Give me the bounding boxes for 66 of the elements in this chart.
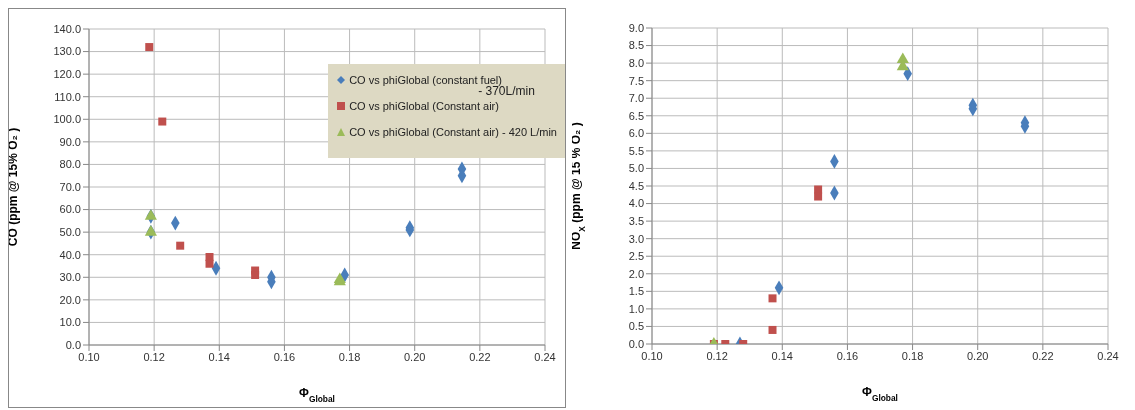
y-tick-label: 110.0 — [54, 90, 81, 103]
x-tick-label: 0.14 — [771, 349, 793, 362]
y-tick-label: 0.0 — [65, 338, 81, 351]
x-tick-label: 0.14 — [208, 350, 230, 363]
x-tick-label: 0.10 — [641, 349, 663, 362]
y-tick-label: 1.0 — [628, 302, 644, 315]
y-tick-label: 6.0 — [628, 127, 644, 140]
y-tick-label: 1.5 — [628, 285, 644, 298]
x-tick-label: 0.12 — [143, 350, 165, 363]
point — [814, 192, 823, 201]
x-tick-label: 0.24 — [1097, 349, 1119, 362]
y-tick-label: 30.0 — [59, 271, 81, 284]
point — [205, 259, 214, 268]
point — [144, 225, 157, 236]
y-tick-label: 6.5 — [628, 109, 644, 122]
y-tick-label: 7.0 — [628, 92, 644, 105]
y-tick-label: 5.5 — [628, 144, 644, 157]
legend-label: CO vs phiGlobal (constant fuel) — [349, 74, 502, 86]
y-tick-label: 90.0 — [59, 135, 81, 148]
y-tick-label: 80.0 — [59, 158, 81, 171]
point — [145, 43, 154, 52]
y-tick-label: 130.0 — [53, 45, 81, 58]
y-tick-label: 3.5 — [628, 215, 644, 228]
y-tick-label: 9.0 — [628, 21, 644, 34]
y-tick-label: 120.0 — [53, 68, 81, 81]
x-tick-label: 0.18 — [901, 349, 924, 362]
y-tick-label: 2.0 — [628, 267, 644, 280]
y-tick-label: 4.0 — [628, 197, 644, 210]
x-axis-title: Φ$_{Global}$ — [862, 385, 898, 403]
y-tick-label: 20.0 — [59, 293, 81, 306]
x-tick-label: 0.18 — [338, 350, 361, 363]
x-tick-label: 0.20 — [967, 349, 989, 362]
x-tick-label: 0.10 — [78, 350, 100, 363]
y-tick-label: 70.0 — [59, 180, 81, 193]
y-tick-label: 0.0 — [628, 337, 644, 350]
y-tick-label: 5.0 — [628, 162, 644, 175]
y-tick-label: 40.0 — [59, 248, 81, 261]
y-tick-label: 140.0 — [53, 22, 81, 35]
y-tick-label: 8.5 — [628, 39, 644, 52]
point — [144, 209, 157, 220]
y-tick-label: 60.0 — [59, 203, 81, 216]
x-tick-label: 0.16 — [836, 349, 859, 362]
x-axis-title: Φ$_{Global}$ — [299, 386, 335, 404]
x-tick-label: 0.16 — [273, 350, 296, 363]
point — [768, 294, 777, 303]
x-tick-label: 0.20 — [404, 350, 426, 363]
x-tick-label: 0.12 — [706, 349, 728, 362]
y-tick-label: 7.5 — [628, 74, 644, 87]
legend-label: CO vs phiGlobal (Constant air) — [349, 100, 499, 112]
x-tick-label: 0.24 — [534, 350, 556, 363]
point — [768, 325, 777, 334]
point — [251, 271, 260, 280]
y-tick-label: 2.5 — [628, 250, 644, 263]
y-axis-title: CO (ppm @ 15% O₂ ) — [6, 127, 20, 247]
y-tick-label: 0.5 — [628, 320, 644, 333]
x-tick-label: 0.22 — [1032, 349, 1054, 362]
point — [176, 241, 185, 250]
legend-label: CO vs phiGlobal (Constant air) - 420 L/min — [349, 126, 557, 138]
y-tick-label: 8.0 — [628, 57, 644, 70]
point — [158, 117, 167, 126]
x-tick-label: 0.22 — [469, 350, 491, 363]
y-tick-label: 10.0 — [59, 316, 81, 329]
y-tick-label: 3.0 — [628, 232, 644, 245]
y-tick-label: 4.5 — [628, 179, 644, 192]
y-tick-label: 100.0 — [53, 113, 81, 126]
y-tick-label: 50.0 — [59, 226, 81, 239]
